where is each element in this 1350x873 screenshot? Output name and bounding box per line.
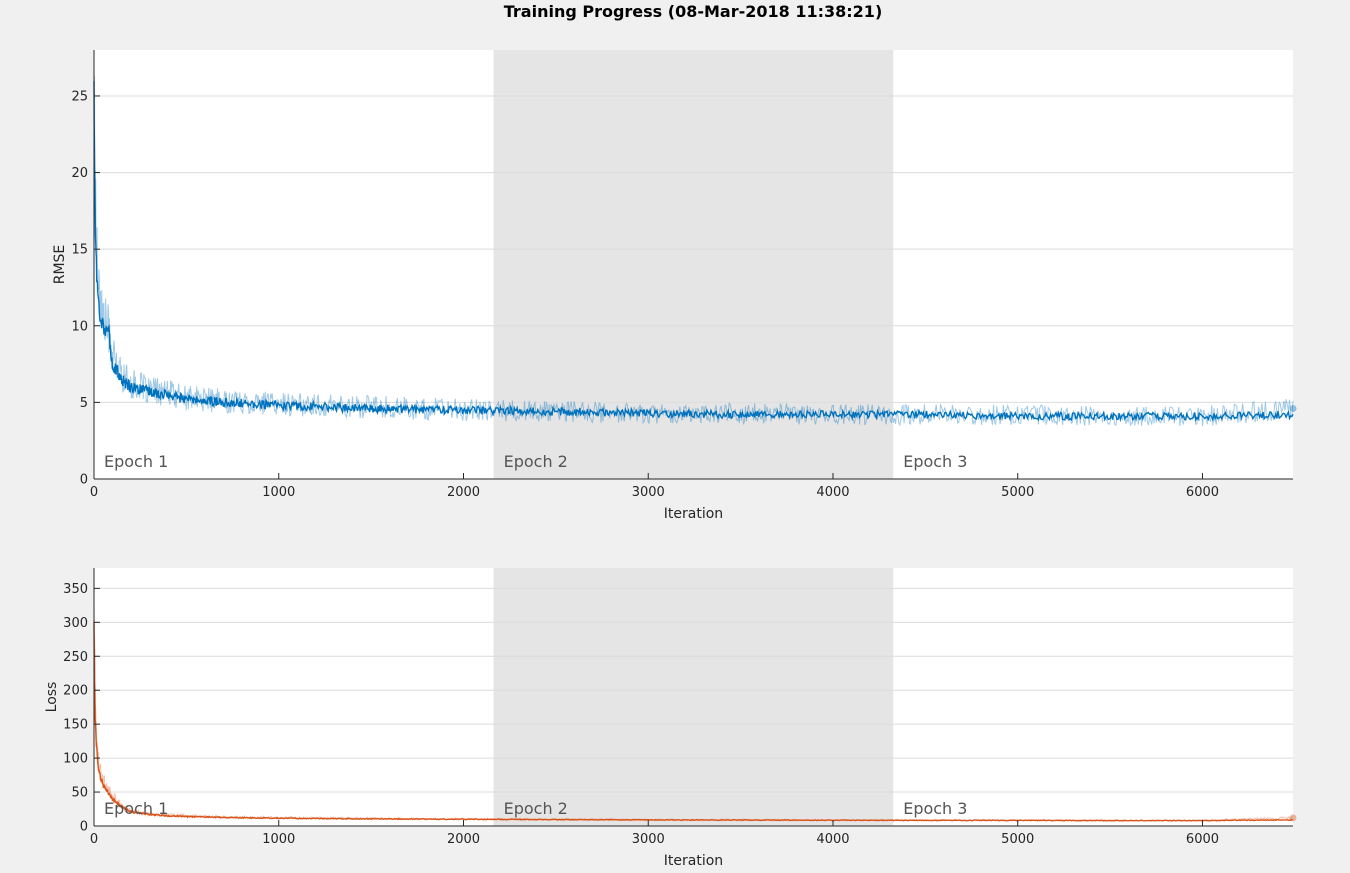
loss-x-tick-label: 0 (90, 832, 98, 847)
loss-x-axis-label: Iteration (664, 853, 723, 869)
loss-epoch-1-label: Epoch 1 (104, 799, 168, 818)
rmse-y-tick-label: 15 (71, 243, 88, 258)
rmse-final-point (1289, 405, 1297, 413)
loss-x-tick-label: 2000 (447, 832, 480, 847)
rmse-y-tick-label: 25 (71, 89, 88, 104)
rmse-x-tick-label: 3000 (632, 485, 665, 500)
rmse-x-tick-label: 5000 (1001, 485, 1034, 500)
loss-y-tick-label: 50 (71, 786, 88, 801)
loss-x-tick-label: 3000 (632, 832, 665, 847)
rmse-y-tick-label: 5 (80, 396, 88, 411)
rmse-x-tick-label: 0 (90, 485, 98, 500)
loss-chart: Epoch 1 Epoch 2 Epoch 30 1000 2000 3000 4000 50… (44, 568, 1297, 869)
rmse-chart: Epoch 1 Epoch 2 Epoch 30 1000 2000 3000 4000 50… (52, 50, 1297, 522)
loss-y-tick-label: 200 (63, 684, 88, 699)
rmse-x-tick-label: 6000 (1186, 485, 1219, 500)
loss-x-tick-label: 5000 (1001, 832, 1034, 847)
loss-x-tick-label: 4000 (816, 832, 849, 847)
rmse-epoch-2-label: Epoch 2 (504, 452, 568, 471)
rmse-axes: 0 1000 2000 3000 4000 5000 6000 0 5 10 15 20 25 (71, 50, 1293, 500)
loss-y-tick-label: 350 (63, 582, 88, 597)
loss-final-point (1289, 814, 1297, 822)
rmse-x-tick-label: 4000 (816, 485, 849, 500)
rmse-x-axis-label: Iteration (664, 506, 723, 522)
loss-axes: 0 1000 2000 3000 4000 5000 6000 0 50 100 150 200 250… (63, 568, 1293, 847)
rmse-y-tick-label: 10 (71, 319, 88, 334)
loss-x-tick-label: 1000 (262, 832, 295, 847)
rmse-y-tick-label: 20 (71, 166, 88, 181)
loss-smoothed-series-line (93, 621, 1294, 822)
loss-y-axis-label: Loss (44, 682, 60, 713)
loss-epoch-2-shade (493, 568, 894, 826)
rmse-y-tick-label: 0 (80, 473, 88, 488)
rmse-epoch-3-label: Epoch 3 (903, 452, 967, 471)
rmse-epoch-1-label: Epoch 1 (104, 452, 168, 471)
loss-y-tick-label: 100 (63, 752, 88, 767)
loss-x-tick-label: 6000 (1186, 832, 1219, 847)
loss-y-tick-label: 300 (63, 616, 88, 631)
loss-epoch-3-label: Epoch 3 (903, 799, 967, 818)
loss-y-tick-label: 0 (80, 820, 88, 835)
rmse-smoothed-series-line (93, 81, 1294, 423)
loss-epoch-2-label: Epoch 2 (504, 799, 568, 818)
rmse-y-axis-label: RMSE (52, 245, 68, 285)
rmse-x-tick-label: 1000 (262, 485, 295, 500)
loss-y-tick-label: 250 (63, 650, 88, 665)
figure-title: Training Progress (08-Mar-2018 11:38:21) (504, 2, 883, 21)
rmse-epoch-2-shade (493, 50, 894, 479)
loss-y-tick-label: 150 (63, 718, 88, 733)
rmse-x-tick-label: 2000 (447, 485, 480, 500)
